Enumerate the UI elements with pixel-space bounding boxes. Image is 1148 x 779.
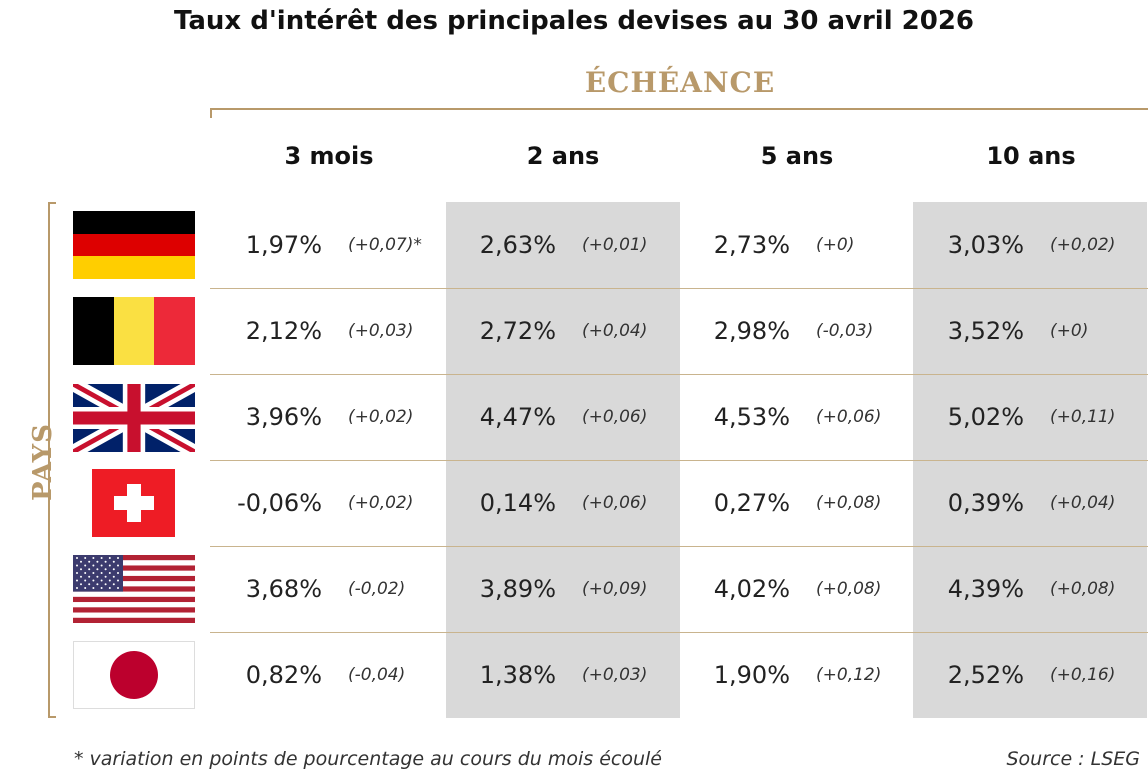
rate-change: (-0,03) [816, 321, 874, 341]
rate-value: 0,14% [479, 489, 556, 517]
rate-value: 2,73% [713, 231, 790, 259]
rate-change: (+0,12) [816, 665, 882, 685]
rate-value: 4,39% [947, 575, 1024, 603]
maturity-divider-tick [210, 108, 212, 118]
footnote: * variation en points de pourcentage au … [74, 748, 662, 770]
rate-change: (+0,08) [816, 493, 882, 513]
country-axis-label: PAYS [28, 423, 58, 501]
source-note: Source : LSEG [1006, 748, 1140, 770]
maturity-header: ÉCHÉANCE [584, 66, 776, 99]
rate-change: (+0,07)* [348, 235, 422, 255]
germany-flag-icon [73, 211, 195, 279]
rate-value: 3,96% [245, 403, 322, 431]
rate-value: 1,38% [479, 661, 556, 689]
rate-value: 0,27% [713, 489, 790, 517]
rate-change: (+0,08) [1050, 579, 1116, 599]
rate-change: (+0,06) [582, 407, 648, 427]
rate-change: (-0,02) [348, 579, 406, 599]
rate-change: (+0,08) [816, 579, 882, 599]
uk-flag-icon [73, 384, 195, 452]
rate-change: (+0,04) [1050, 493, 1116, 513]
rate-change: (+0,04) [582, 321, 648, 341]
rate-value: 2,52% [947, 661, 1024, 689]
rate-value: 2,72% [479, 317, 556, 345]
rate-change: (+0,02) [348, 493, 414, 513]
usa-flag-icon [73, 555, 195, 623]
switzerland-flag-icon [92, 469, 175, 537]
column-header-10y: 10 ans [986, 142, 1076, 170]
maturity-divider [210, 108, 1148, 110]
column-header-5y: 5 ans [760, 142, 834, 170]
rate-change: (+0,02) [348, 407, 414, 427]
row-divider [210, 374, 1148, 375]
rate-change: (+0,16) [1050, 665, 1116, 685]
rate-value: 4,53% [713, 403, 790, 431]
rate-value: 2,63% [479, 231, 556, 259]
rate-value: -0,06% [237, 489, 322, 517]
japan-flag-icon [73, 641, 195, 709]
rate-value: 3,68% [245, 575, 322, 603]
row-divider [210, 546, 1148, 547]
column-header-2y: 2 ans [526, 142, 600, 170]
column-header-3m: 3 mois [284, 142, 374, 170]
rate-value: 0,39% [947, 489, 1024, 517]
rate-change: (+0) [816, 235, 855, 255]
rate-change: (+0,09) [582, 579, 648, 599]
rate-value: 2,12% [245, 317, 322, 345]
rate-change: (+0) [1050, 321, 1089, 341]
rate-value: 5,02% [947, 403, 1024, 431]
rate-value: 3,52% [947, 317, 1024, 345]
row-divider [210, 460, 1148, 461]
rate-change: (+0,11) [1050, 407, 1116, 427]
rate-change: (-0,04) [348, 665, 406, 685]
page-title: Taux d'intérêt des principales devises a… [173, 6, 975, 36]
country-bracket [48, 202, 56, 718]
rate-change: (+0,06) [582, 493, 648, 513]
rate-value: 2,98% [713, 317, 790, 345]
rate-value: 1,90% [713, 661, 790, 689]
rate-change: (+0,06) [816, 407, 882, 427]
rate-change: (+0,02) [1050, 235, 1116, 255]
rate-value: 3,03% [947, 231, 1024, 259]
rate-value: 4,47% [479, 403, 556, 431]
rate-change: (+0,01) [582, 235, 648, 255]
rate-change: (+0,03) [582, 665, 648, 685]
belgium-flag-icon [73, 297, 195, 365]
rate-value: 1,97% [245, 231, 322, 259]
rate-value: 0,82% [245, 661, 322, 689]
rate-change: (+0,03) [348, 321, 414, 341]
row-divider [210, 288, 1148, 289]
rate-value: 3,89% [479, 575, 556, 603]
rate-value: 4,02% [713, 575, 790, 603]
row-divider [210, 632, 1148, 633]
